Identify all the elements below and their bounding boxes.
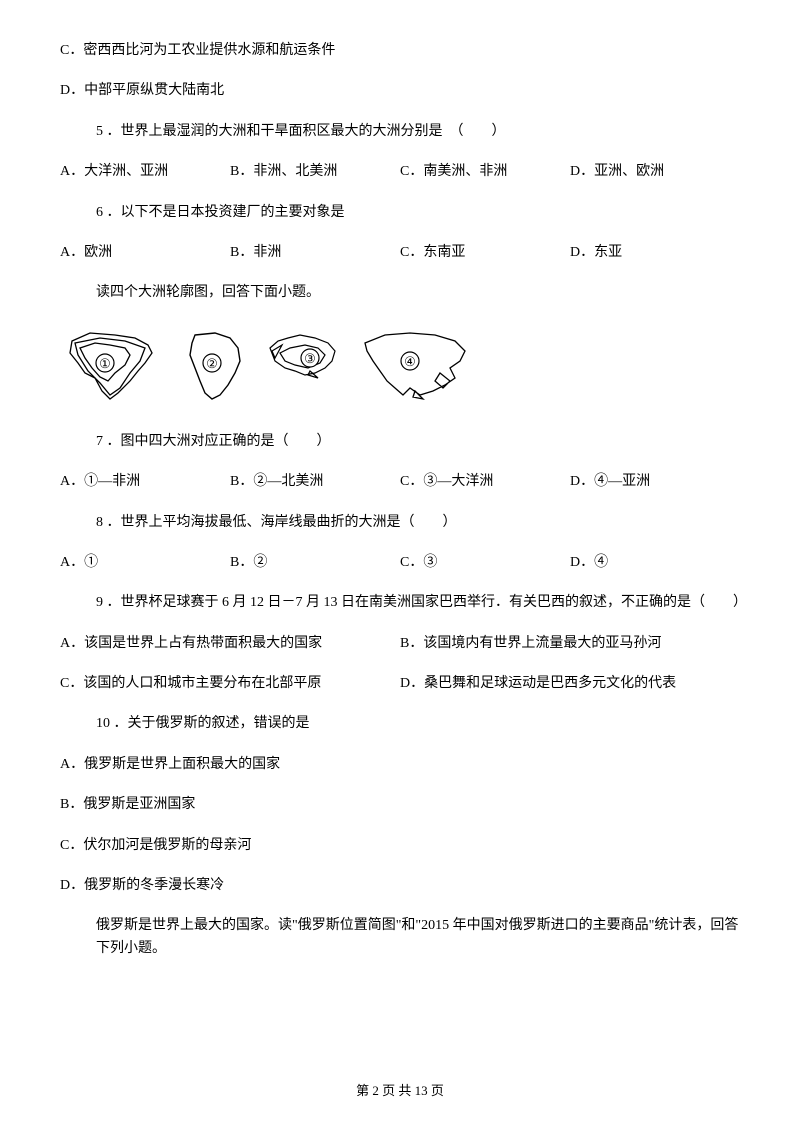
question-7: 7 ．图中四大洲对应正确的是（ ） (60, 431, 740, 453)
q6-option-a: A．欧洲 (60, 242, 230, 264)
q5-option-b: B．非洲、北美洲 (230, 161, 400, 183)
question-8: 8 ．世界上平均海拔最低、海岸线最曲折的大洲是（ ） (60, 512, 740, 534)
q6-option-c: C．东南亚 (400, 242, 570, 264)
continent-1-icon: ① (70, 333, 152, 399)
q7-option-d: D．④—亚洲 (570, 471, 740, 493)
option-d-text: D．中部平原纵贯大陆南北 (60, 80, 740, 102)
q8-option-b: B．② (230, 552, 400, 574)
option-c-text: C．密西西比河为工农业提供水源和航运条件 (60, 40, 740, 62)
continents-outline-image: ① ② ③ ④ (60, 323, 740, 413)
q9-options-row1: A．该国是世界上占有热带面积最大的国家 B．该国境内有世界上流量最大的亚马孙河 (60, 633, 740, 655)
q9-options-row2: C．该国的人口和城市主要分布在北部平原 D．桑巴舞和足球运动是巴西多元文化的代表 (60, 673, 740, 695)
continent-3-icon: ③ (270, 335, 335, 378)
q8-options: A．① B．② C．③ D．④ (60, 552, 740, 574)
map-label-4: ④ (404, 354, 416, 369)
question-6: 6 ．以下不是日本投资建厂的主要对象是 (60, 202, 740, 224)
q9-option-c: C．该国的人口和城市主要分布在北部平原 (60, 673, 400, 695)
continent-4-icon: ④ (365, 333, 465, 399)
q6-options: A．欧洲 B．非洲 C．东南亚 D．东亚 (60, 242, 740, 264)
question-5: 5 ．世界上最湿润的大洲和干旱面积区最大的大洲分别是 （ ） (60, 121, 740, 143)
q5-option-c: C．南美洲、非洲 (400, 161, 570, 183)
map-label-2: ② (206, 356, 218, 371)
q8-option-d: D．④ (570, 552, 740, 574)
q8-option-c: C．③ (400, 552, 570, 574)
map-label-3: ③ (304, 351, 316, 366)
q7-option-b: B．②—北美洲 (230, 471, 400, 493)
q10-option-a: A．俄罗斯是世界上面积最大的国家 (60, 754, 740, 776)
question-9: 9 ．世界杯足球赛于 6 月 12 日－7 月 13 日在南美洲国家巴西举行．有… (60, 592, 740, 614)
question-10: 10 ．关于俄罗斯的叙述，错误的是 (60, 713, 740, 735)
q6-option-d: D．东亚 (570, 242, 740, 264)
page-footer: 第 2 页 共 13 页 (0, 1081, 800, 1102)
q9-option-a: A．该国是世界上占有热带面积最大的国家 (60, 633, 400, 655)
q5-option-a: A．大洋洲、亚洲 (60, 161, 230, 183)
russia-intro: 俄罗斯是世界上最大的国家。读"俄罗斯位置简图"和"2015 年中国对俄罗斯进口的… (60, 915, 740, 960)
map-label-1: ① (99, 356, 111, 371)
q7-options: A．①—非洲 B．②—北美洲 C．③—大洋洲 D．④—亚洲 (60, 471, 740, 493)
q5-option-d: D．亚洲、欧洲 (570, 161, 740, 183)
q7-option-a: A．①—非洲 (60, 471, 230, 493)
q6-option-b: B．非洲 (230, 242, 400, 264)
q8-option-a: A．① (60, 552, 230, 574)
q9-option-d: D．桑巴舞和足球运动是巴西多元文化的代表 (400, 673, 740, 695)
continent-2-icon: ② (190, 333, 240, 399)
q10-option-b: B．俄罗斯是亚洲国家 (60, 794, 740, 816)
q9-option-b: B．该国境内有世界上流量最大的亚马孙河 (400, 633, 740, 655)
map-intro: 读四个大洲轮廓图，回答下面小题。 (60, 282, 740, 304)
q7-option-c: C．③—大洋洲 (400, 471, 570, 493)
q10-option-c: C．伏尔加河是俄罗斯的母亲河 (60, 835, 740, 857)
q5-options: A．大洋洲、亚洲 B．非洲、北美洲 C．南美洲、非洲 D．亚洲、欧洲 (60, 161, 740, 183)
q10-option-d: D．俄罗斯的冬季漫长寒冷 (60, 875, 740, 897)
